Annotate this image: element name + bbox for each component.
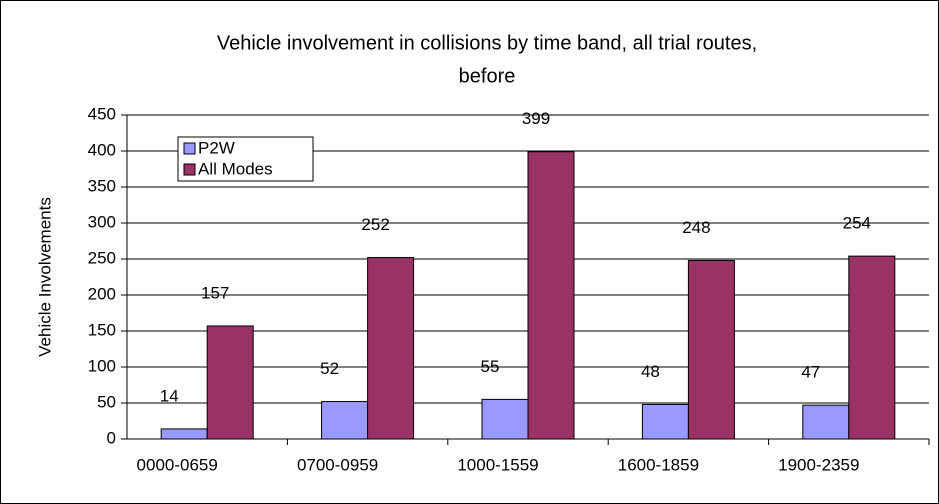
bar <box>206 325 254 440</box>
x-tick-label: 1000-1559 <box>457 455 538 474</box>
x-tick-label: 1900-2359 <box>778 455 859 474</box>
legend-swatch <box>183 142 196 155</box>
y-tick-label: 200 <box>88 284 116 303</box>
y-tick-label: 150 <box>88 320 116 339</box>
legend-swatch <box>183 163 196 176</box>
x-tick-label: 0700-0959 <box>297 455 378 474</box>
data-label: 48 <box>641 362 660 381</box>
data-label: 52 <box>320 359 339 378</box>
data-label: 157 <box>201 283 229 302</box>
y-tick-label: 100 <box>88 356 116 375</box>
y-tick-label: 300 <box>88 212 116 231</box>
y-axis-label: Vehicle Involvements <box>35 197 54 357</box>
y-tick-label: 50 <box>97 392 116 411</box>
bar <box>687 259 735 440</box>
legend-label: P2W <box>198 138 235 157</box>
data-label: 399 <box>522 109 550 128</box>
bar <box>160 428 208 440</box>
y-tick-label: 350 <box>88 176 116 195</box>
data-label: 254 <box>843 214 871 233</box>
y-tick-label: 250 <box>88 248 116 267</box>
legend-label: All Modes <box>198 159 273 178</box>
bar <box>848 255 896 440</box>
x-tick-label: 0000-0659 <box>137 455 218 474</box>
data-label: 14 <box>160 386 179 405</box>
y-tick-label: 0 <box>107 428 116 447</box>
y-tick-label: 400 <box>88 140 116 159</box>
x-tick-label: 1600-1859 <box>618 455 699 474</box>
data-label: 47 <box>801 363 820 382</box>
bar <box>367 257 415 440</box>
bar <box>527 151 575 440</box>
bar <box>802 404 850 440</box>
bar <box>321 401 369 440</box>
chart-title: before <box>459 65 516 87</box>
chart-title: Vehicle involvement in collisions by tim… <box>217 32 757 54</box>
data-label: 252 <box>361 215 389 234</box>
data-label: 55 <box>481 357 500 376</box>
data-label: 248 <box>682 218 710 237</box>
legend-box <box>177 136 314 182</box>
y-tick-label: 450 <box>88 104 116 123</box>
bar <box>481 398 529 440</box>
bar <box>641 403 689 440</box>
